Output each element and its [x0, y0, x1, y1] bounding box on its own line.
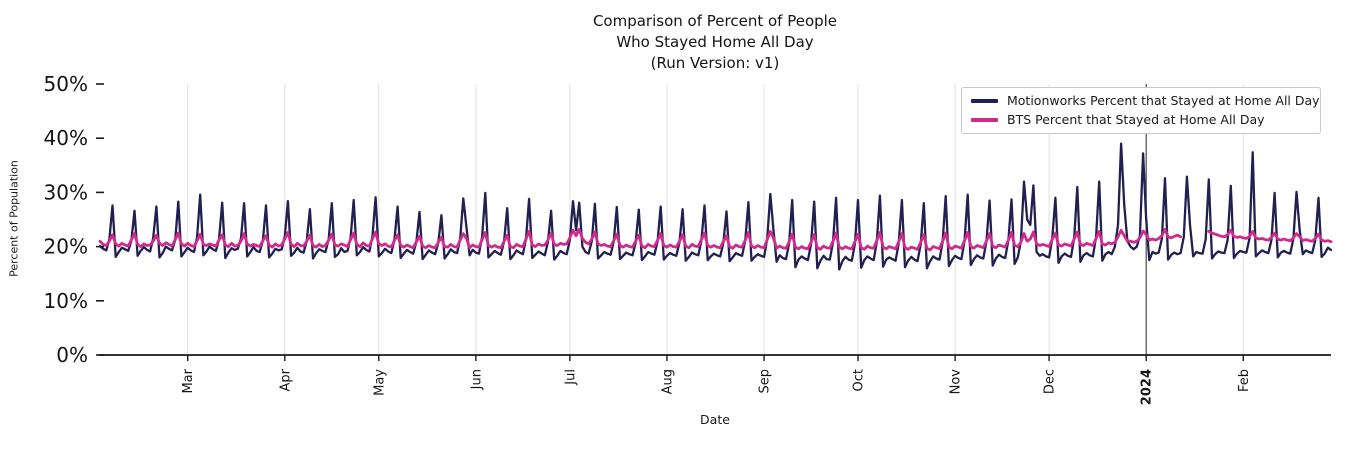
y-tick-label: 10%	[44, 289, 88, 313]
x-tick-label: 2024	[1140, 369, 1155, 405]
x-tick-label: Oct	[852, 369, 867, 391]
legend-label-motionworks: Motionworks Percent that Stayed at Home …	[1007, 93, 1320, 108]
x-axis-label: Date	[700, 412, 730, 427]
legend-swatch-bts	[971, 117, 998, 122]
x-tick-label: Feb	[1237, 369, 1252, 392]
y-tick-label: 30%	[44, 180, 88, 204]
x-tick-label: Nov	[949, 369, 964, 395]
chart-title-line-1: Comparison of Percent of People	[592, 12, 838, 30]
legend-swatch-motionworks	[971, 98, 998, 103]
chart-title-line-2: Who Stayed Home All Day	[616, 33, 814, 51]
y-tick-label: 20%	[44, 235, 88, 259]
y-tick-label: 0%	[56, 343, 88, 367]
motionworks-line	[98, 142, 1333, 271]
y-axis-label: Percent of Population	[7, 160, 21, 277]
y-tick-label: 40%	[44, 126, 88, 150]
x-tick-label: Apr	[278, 368, 293, 391]
x-tick-label: Jul	[563, 369, 578, 386]
x-tick-label: Dec	[1043, 369, 1058, 394]
bts-line	[98, 227, 1333, 252]
x-tick-label: Jun	[469, 369, 484, 390]
x-tick-label: Sep	[758, 369, 773, 394]
legend-item-bts: BTS Percent that Stayed at Home All Day	[971, 112, 1311, 127]
chart-title: Comparison of Percent of People Who Stay…	[593, 11, 837, 74]
x-tick-label: May	[372, 369, 387, 396]
x-tick-label: Mar	[181, 368, 196, 393]
legend-label-bts: BTS Percent that Stayed at Home All Day	[1007, 112, 1265, 127]
y-tick-label: 50%	[44, 72, 88, 96]
x-tick-label: Aug	[660, 369, 675, 394]
legend-item-motionworks: Motionworks Percent that Stayed at Home …	[971, 93, 1320, 108]
chart-title-line-3: (Run Version: v1)	[650, 54, 780, 72]
legend: Motionworks Percent that Stayed at Home …	[961, 87, 1321, 134]
